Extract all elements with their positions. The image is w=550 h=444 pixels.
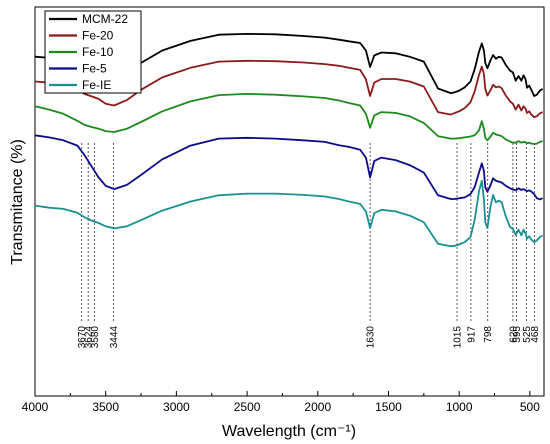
- peak-label-917: 917: [466, 326, 477, 343]
- peak-label-3624: 3624: [84, 326, 95, 349]
- x-axis-title: Wavelength (cm⁻¹): [222, 423, 356, 440]
- x-tick-label-2500: 2500: [234, 400, 261, 414]
- x-tick-label-1000: 1000: [446, 400, 473, 414]
- peak-label-1015: 1015: [453, 326, 464, 349]
- x-tick-label-3000: 3000: [163, 400, 190, 414]
- x-tick-label-1500: 1500: [375, 400, 402, 414]
- x-tick-label-3500: 3500: [92, 400, 119, 414]
- peak-label-798: 798: [483, 326, 494, 343]
- legend-label-fe-10: Fe-10: [82, 45, 114, 59]
- x-tick-label-500: 500: [520, 400, 540, 414]
- peak-label-595: 595: [512, 326, 523, 343]
- peak-label-3580: 3580: [90, 326, 101, 349]
- peak-label-1630: 1630: [366, 326, 377, 349]
- legend-label-fe-5: Fe-5: [82, 62, 107, 76]
- series-line-fe-5: [34, 134, 543, 201]
- peak-label-3670: 3670: [77, 326, 88, 349]
- peak-label-468: 468: [530, 326, 541, 343]
- legend-label-mcm-22: MCM-22: [82, 12, 128, 26]
- series-line-fe-ie: [34, 179, 544, 248]
- legend: MCM-22 Fe-20 Fe-10 Fe-5 Fe-IE: [44, 10, 142, 94]
- peak-label-620: 620: [508, 326, 519, 343]
- plot-frame: [34, 6, 545, 397]
- legend-label-fe-20: Fe-20: [82, 29, 114, 43]
- peak-label-3444: 3444: [109, 326, 120, 349]
- legend-label-fe-ie: Fe-IE: [82, 78, 111, 92]
- y-axis-title: Transmitance (%): [9, 139, 26, 265]
- peak-label-525: 525: [522, 326, 533, 343]
- series-line-fe-10: [34, 93, 543, 145]
- x-tick-label-4000: 4000: [22, 400, 49, 414]
- x-axis-ticks: 4000 3500 3000 2500 2000 1500 1000 500: [22, 391, 540, 414]
- x-tick-label-2000: 2000: [304, 400, 331, 414]
